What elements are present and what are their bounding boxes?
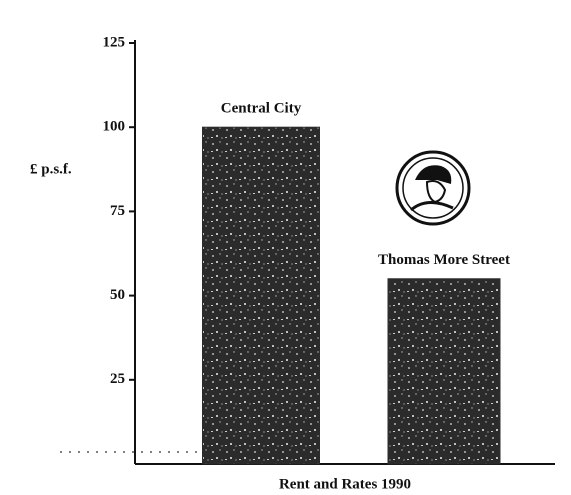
bar-label: Thomas More Street bbox=[378, 252, 510, 268]
y-tick-label: 125 bbox=[103, 34, 126, 50]
y-tick-label: 25 bbox=[110, 371, 125, 387]
chart: £ p.s.f. Rent and Rates 1990 25 50 75 100 12… bbox=[0, 0, 571, 495]
portrait-icon bbox=[397, 152, 469, 224]
y-tick-label: 75 bbox=[110, 203, 125, 219]
y-tick-label: 100 bbox=[103, 119, 126, 135]
bar bbox=[203, 127, 320, 464]
y-tick-label: 50 bbox=[110, 287, 125, 303]
y-axis-label: £ p.s.f. bbox=[30, 161, 72, 177]
bar bbox=[388, 279, 500, 464]
x-axis-label: Rent and Rates 1990 bbox=[279, 476, 411, 492]
bar-label: Central City bbox=[221, 101, 302, 117]
